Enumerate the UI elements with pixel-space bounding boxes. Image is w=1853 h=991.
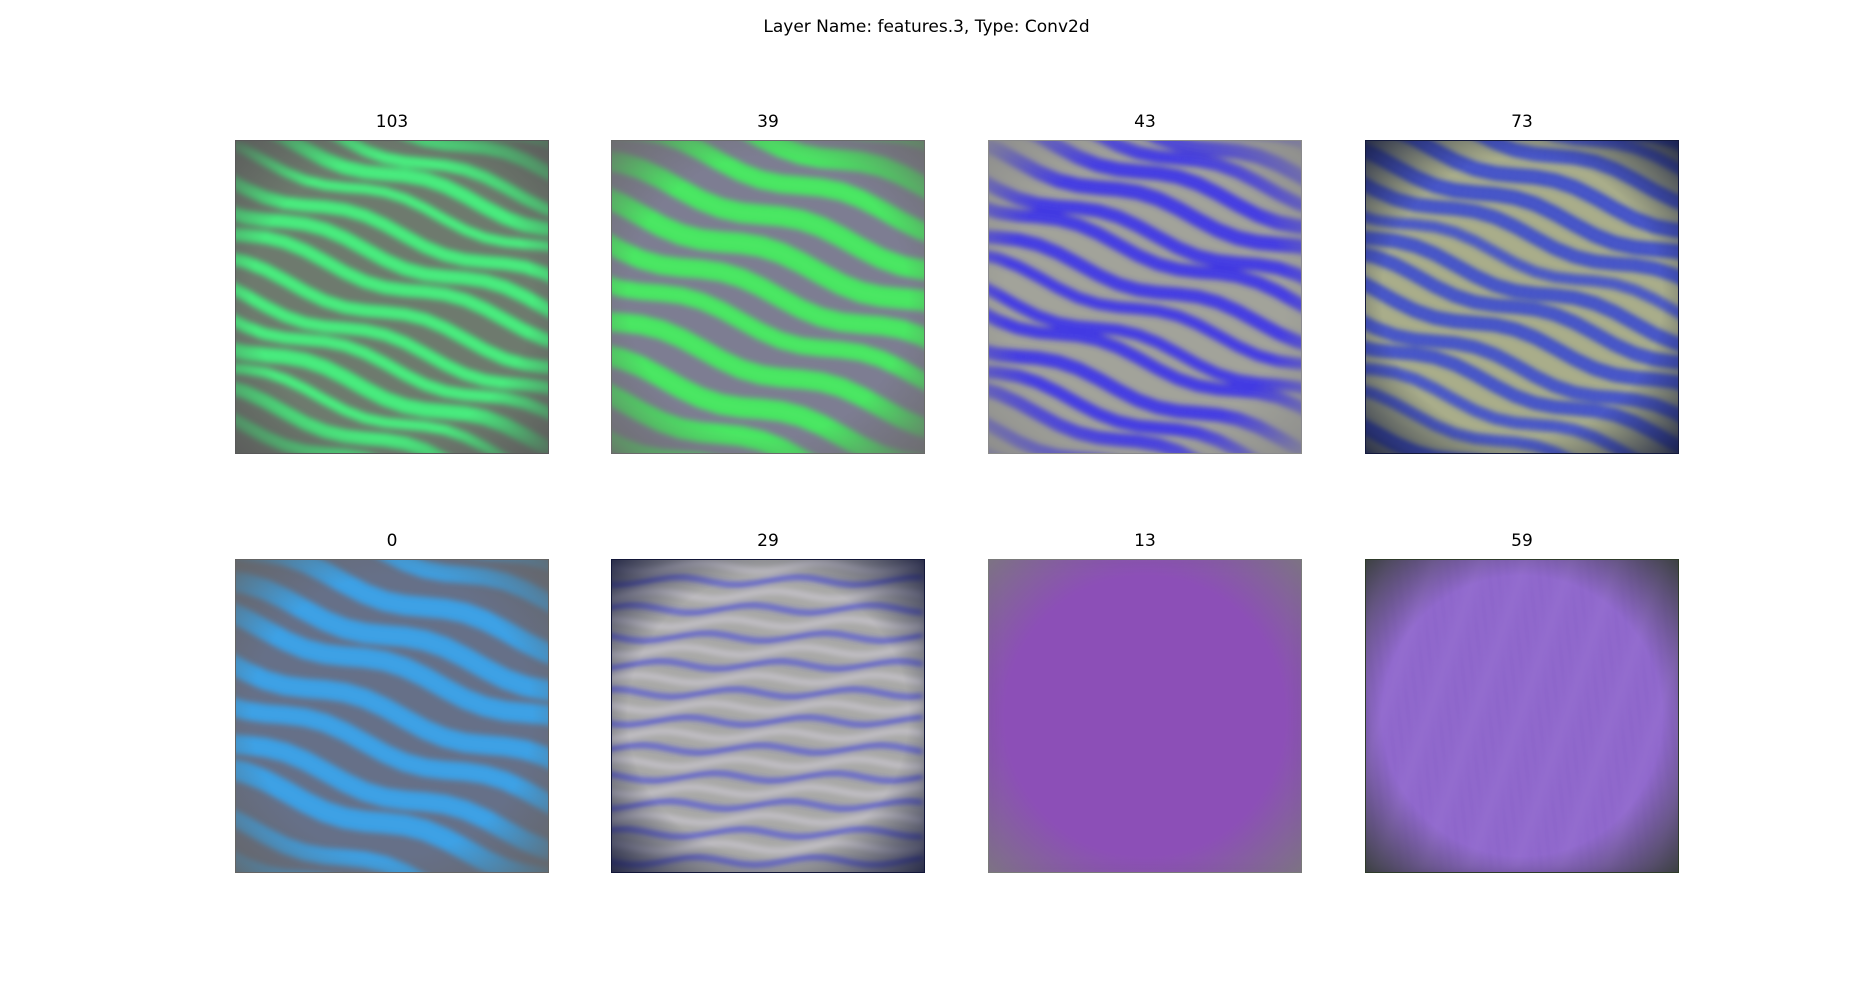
feature-panel: 39 <box>611 112 925 454</box>
feature-visualization-image <box>235 140 549 454</box>
feature-panel: 73 <box>1365 112 1679 454</box>
feature-panel: 13 <box>988 531 1302 873</box>
feature-visualization-image <box>1365 140 1679 454</box>
panel-label: 39 <box>757 112 779 132</box>
feature-panel: 43 <box>988 112 1302 454</box>
feature-visualization-image <box>611 559 925 873</box>
feature-panel: 0 <box>235 531 549 873</box>
feature-panel: 103 <box>235 112 549 454</box>
panel-label: 59 <box>1511 531 1533 551</box>
feature-visualization-image <box>988 559 1302 873</box>
panel-label: 29 <box>757 531 779 551</box>
feature-visualization-image <box>1365 559 1679 873</box>
feature-visualization-image <box>611 140 925 454</box>
panel-label: 73 <box>1511 112 1533 132</box>
feature-visualization-image <box>988 140 1302 454</box>
panel-label: 13 <box>1134 531 1156 551</box>
feature-visualization-image <box>235 559 549 873</box>
feature-panel: 29 <box>611 531 925 873</box>
figure-title: Layer Name: features.3, Type: Conv2d <box>763 17 1090 37</box>
panel-label: 43 <box>1134 112 1156 132</box>
feature-panel: 59 <box>1365 531 1679 873</box>
panel-label: 103 <box>375 112 409 132</box>
panel-label: 0 <box>386 531 398 551</box>
